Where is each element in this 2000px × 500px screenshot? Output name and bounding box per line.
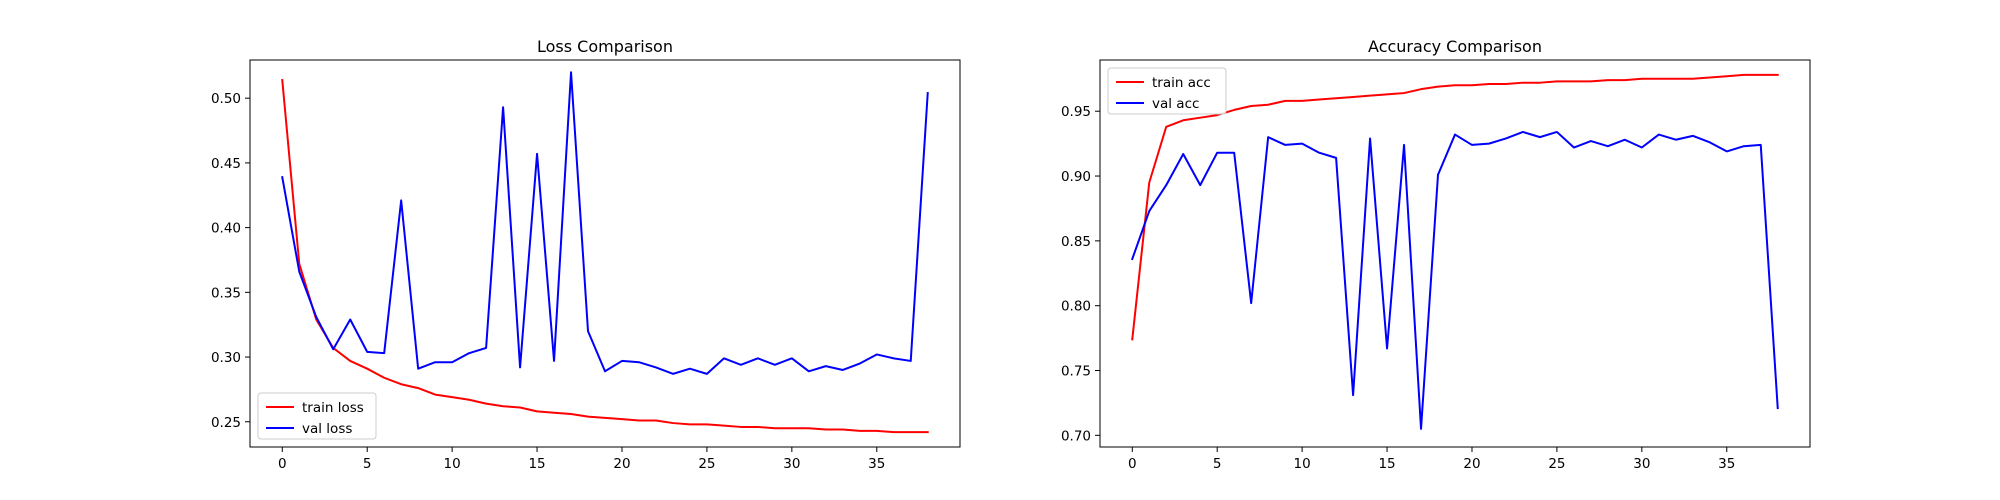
y-tick-label: 0.30 (211, 350, 241, 366)
x-tick-label: 0 (278, 456, 287, 472)
series-layer (1130, 73, 1779, 430)
legend: train acc val acc (1107, 67, 1227, 115)
loss-comparison-chart: Loss Comparison 0 5 10 15 20 25 30 35 0.25 0.30 0.… (211, 37, 961, 472)
series-line-val-loss (281, 71, 929, 375)
chart-title: Loss Comparison (537, 37, 673, 56)
x-tick-label: 5 (1213, 456, 1222, 472)
axes-frame (1099, 59, 1811, 448)
x-tick-label: 35 (868, 456, 885, 472)
y-tick-label: 0.85 (1061, 234, 1091, 250)
x-tick-label: 25 (698, 456, 715, 472)
series-layer (281, 71, 929, 434)
series-line-val-acc (1130, 130, 1779, 430)
y-tick-label: 0.50 (211, 91, 241, 107)
legend: train loss val loss (257, 392, 377, 440)
y-tick-label: 0.40 (211, 221, 241, 237)
x-tick-label: 30 (1633, 456, 1650, 472)
x-tick-label: 20 (613, 456, 630, 472)
ticks-layer: 0 5 10 15 20 25 30 35 0.25 0.30 0.35 0.40 0.45 0.50 (211, 91, 885, 472)
legend-label: val loss (302, 421, 352, 437)
y-tick-label: 0.25 (211, 415, 241, 431)
ticks-layer: 0 5 10 15 20 25 30 35 0.70 0.75 0.80 0.85 0.90 0.95 (1061, 104, 1735, 472)
axes-frame (249, 59, 961, 448)
x-tick-label: 30 (783, 456, 800, 472)
y-tick-label: 0.90 (1061, 169, 1091, 185)
x-tick-label: 35 (1718, 456, 1735, 472)
y-tick-label: 0.95 (1061, 104, 1091, 120)
x-tick-label: 0 (1128, 456, 1137, 472)
x-tick-label: 20 (1463, 456, 1480, 472)
accuracy-comparison-chart: Accuracy Comparison 0 5 10 15 20 25 30 35 0.70 0.… (1061, 37, 1811, 472)
x-tick-label: 10 (444, 456, 461, 472)
y-tick-label: 0.45 (211, 156, 241, 172)
series-line-train-acc (1131, 73, 1779, 341)
legend-label: train loss (302, 400, 364, 416)
series-line-train-loss (281, 78, 929, 434)
legend-label: val acc (1152, 96, 1199, 112)
x-tick-label: 10 (1294, 456, 1311, 472)
x-tick-label: 15 (528, 456, 545, 472)
chart-title: Accuracy Comparison (1368, 37, 1542, 56)
y-tick-label: 0.80 (1061, 299, 1091, 315)
legend-label: train acc (1152, 75, 1211, 91)
y-tick-label: 0.35 (211, 285, 241, 301)
x-tick-label: 15 (1378, 456, 1395, 472)
y-tick-label: 0.75 (1061, 364, 1091, 380)
x-tick-label: 25 (1548, 456, 1565, 472)
y-tick-label: 0.70 (1061, 428, 1091, 444)
x-tick-label: 5 (363, 456, 372, 472)
